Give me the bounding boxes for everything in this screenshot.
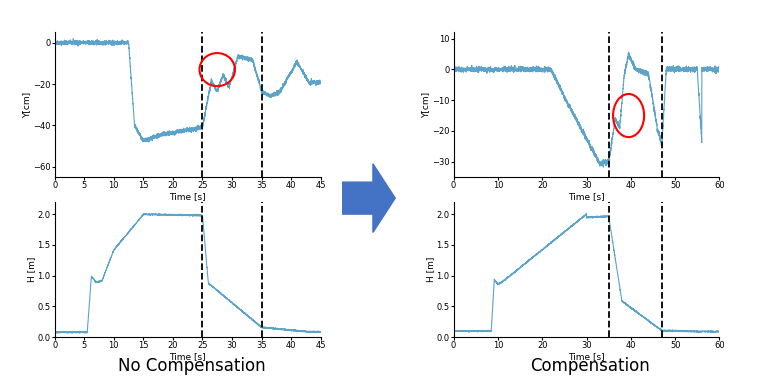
X-axis label: Time [s]: Time [s] — [170, 352, 206, 361]
Y-axis label: H [m]: H [m] — [27, 257, 36, 282]
Y-axis label: H [m]: H [m] — [426, 257, 435, 282]
FancyArrow shape — [342, 164, 395, 232]
Y-axis label: Y[cm]: Y[cm] — [23, 92, 31, 118]
X-axis label: Time [s]: Time [s] — [569, 352, 604, 361]
Y-axis label: Y[cm]: Y[cm] — [421, 92, 430, 118]
Text: No Compensation: No Compensation — [118, 357, 265, 375]
Text: Compensation: Compensation — [530, 357, 651, 375]
X-axis label: Time [s]: Time [s] — [170, 192, 206, 201]
X-axis label: Time [s]: Time [s] — [569, 192, 604, 201]
